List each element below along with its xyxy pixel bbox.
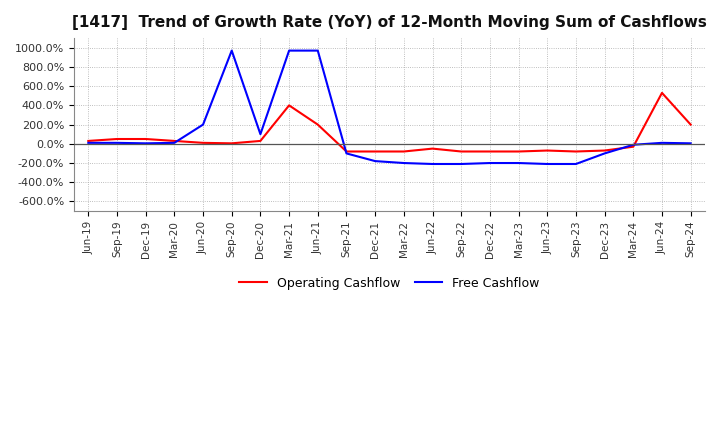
- Free Cashflow: [543, 161, 552, 167]
- Free Cashflow: [572, 161, 580, 167]
- Free Cashflow: [457, 161, 466, 167]
- Free Cashflow: [514, 161, 523, 166]
- Free Cashflow: [285, 48, 294, 53]
- Title: [1417]  Trend of Growth Rate (YoY) of 12-Month Moving Sum of Cashflows: [1417] Trend of Growth Rate (YoY) of 12-…: [72, 15, 707, 30]
- Free Cashflow: [342, 151, 351, 156]
- Operating Cashflow: [141, 136, 150, 142]
- Free Cashflow: [170, 140, 179, 146]
- Operating Cashflow: [514, 149, 523, 154]
- Operating Cashflow: [199, 140, 207, 146]
- Free Cashflow: [141, 141, 150, 146]
- Free Cashflow: [629, 142, 638, 147]
- Line: Operating Cashflow: Operating Cashflow: [89, 93, 690, 151]
- Line: Free Cashflow: Free Cashflow: [89, 51, 690, 164]
- Free Cashflow: [400, 161, 408, 166]
- Operating Cashflow: [485, 149, 494, 154]
- Free Cashflow: [600, 151, 609, 156]
- Free Cashflow: [428, 161, 437, 167]
- Free Cashflow: [313, 48, 322, 53]
- Operating Cashflow: [342, 149, 351, 154]
- Operating Cashflow: [112, 136, 121, 142]
- Operating Cashflow: [686, 122, 695, 127]
- Operating Cashflow: [285, 103, 294, 108]
- Operating Cashflow: [170, 138, 179, 143]
- Free Cashflow: [485, 161, 494, 166]
- Free Cashflow: [112, 140, 121, 146]
- Operating Cashflow: [400, 149, 408, 154]
- Free Cashflow: [84, 140, 93, 146]
- Operating Cashflow: [428, 146, 437, 151]
- Free Cashflow: [657, 140, 666, 146]
- Operating Cashflow: [657, 90, 666, 95]
- Operating Cashflow: [572, 149, 580, 154]
- Legend: Operating Cashflow, Free Cashflow: Operating Cashflow, Free Cashflow: [234, 272, 545, 295]
- Operating Cashflow: [256, 138, 265, 143]
- Operating Cashflow: [371, 149, 379, 154]
- Operating Cashflow: [313, 122, 322, 127]
- Free Cashflow: [686, 141, 695, 146]
- Free Cashflow: [256, 132, 265, 137]
- Free Cashflow: [371, 158, 379, 164]
- Operating Cashflow: [84, 138, 93, 143]
- Operating Cashflow: [228, 141, 236, 146]
- Operating Cashflow: [629, 144, 638, 149]
- Operating Cashflow: [543, 148, 552, 153]
- Operating Cashflow: [457, 149, 466, 154]
- Free Cashflow: [228, 48, 236, 53]
- Free Cashflow: [199, 122, 207, 127]
- Operating Cashflow: [600, 148, 609, 153]
